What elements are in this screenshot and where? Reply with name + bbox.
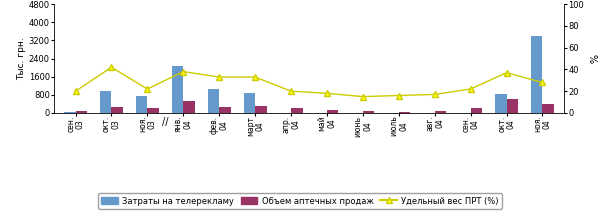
Bar xyxy=(76,111,87,113)
Bar xyxy=(255,106,266,113)
Bar xyxy=(64,112,76,113)
Bar xyxy=(148,108,159,113)
Y-axis label: %: % xyxy=(587,54,596,63)
Bar xyxy=(208,89,219,113)
Bar xyxy=(531,36,542,113)
Bar xyxy=(470,108,482,113)
Bar xyxy=(399,112,410,113)
Bar xyxy=(183,101,195,113)
Bar xyxy=(172,66,183,113)
Bar xyxy=(244,92,255,113)
Bar xyxy=(219,107,231,113)
Bar xyxy=(542,104,554,113)
Bar xyxy=(136,96,148,113)
Bar xyxy=(327,110,338,113)
Bar xyxy=(112,107,123,113)
Y-axis label: Тыс. грн.: Тыс. грн. xyxy=(17,37,26,80)
Bar xyxy=(435,111,446,113)
Bar xyxy=(363,111,374,113)
Legend: Затраты на телерекламу, Объем аптечных продаж, Удельный вес ПРТ (%): Затраты на телерекламу, Объем аптечных п… xyxy=(98,193,502,209)
Text: //: // xyxy=(162,117,169,127)
Bar xyxy=(100,91,112,113)
Bar xyxy=(506,99,518,113)
Bar xyxy=(291,108,302,113)
Bar xyxy=(495,94,506,113)
